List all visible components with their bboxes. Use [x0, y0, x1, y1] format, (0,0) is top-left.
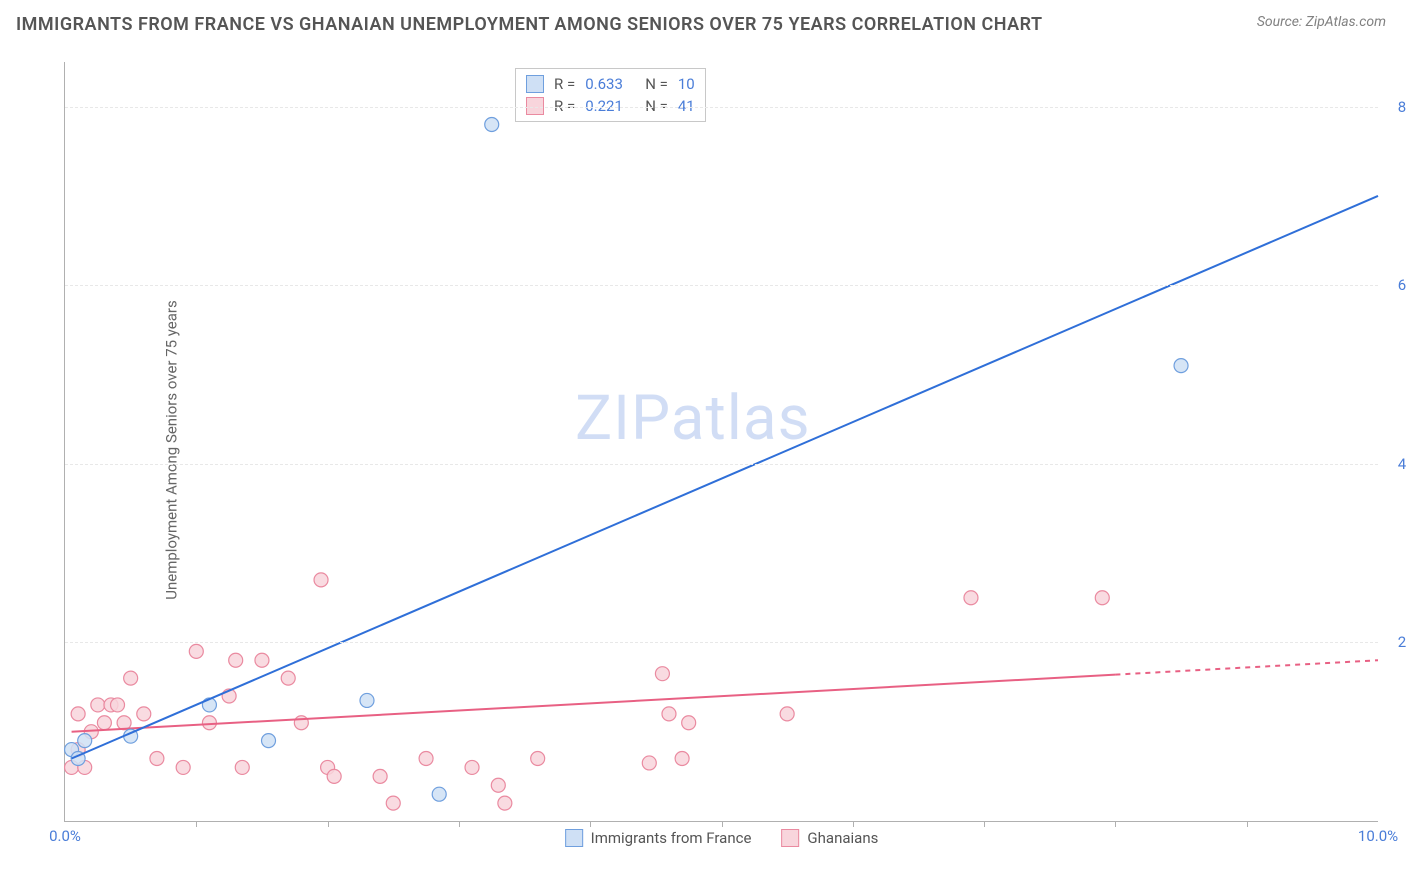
point-ghana [176, 760, 190, 774]
point-ghana [780, 707, 794, 721]
xtick [984, 821, 985, 827]
point-ghana [531, 751, 545, 765]
xtick [590, 821, 591, 827]
xtick [1247, 821, 1248, 827]
point-ghana [491, 778, 505, 792]
point-ghana [137, 707, 151, 721]
x-legend-ghana: Ghanaians [781, 829, 878, 847]
point-france [78, 734, 92, 748]
point-ghana [373, 769, 387, 783]
gridline [65, 464, 1378, 465]
scatter-svg [65, 62, 1378, 821]
point-ghana [202, 716, 216, 730]
xtick-label: 0.0% [49, 827, 81, 845]
series-label-ghana: Ghanaians [807, 829, 878, 847]
ytick-label: 40.0% [1398, 455, 1406, 473]
xtick [459, 821, 460, 827]
point-ghana [150, 751, 164, 765]
point-ghana [642, 756, 656, 770]
point-ghana [71, 707, 85, 721]
xtick [722, 821, 723, 827]
point-ghana [419, 751, 433, 765]
point-ghana [97, 716, 111, 730]
point-ghana [1095, 591, 1109, 605]
point-ghana [229, 653, 243, 667]
point-france [432, 787, 446, 801]
point-ghana [281, 671, 295, 685]
plot-container: Unemployment Among Seniors over 75 years… [50, 50, 1390, 850]
point-ghana [111, 698, 125, 712]
point-ghana [255, 653, 269, 667]
xtick [328, 821, 329, 827]
ytick-label: 60.0% [1398, 276, 1406, 294]
chart-title: IMMIGRANTS FROM FRANCE VS GHANAIAN UNEMP… [16, 14, 1043, 35]
xtick [196, 821, 197, 827]
point-ghana [465, 760, 479, 774]
plot-area: ZIPatlas R = 0.633 N = 10 R = 0.221 N = … [64, 62, 1378, 822]
point-ghana [662, 707, 676, 721]
point-france [360, 693, 374, 707]
point-ghana [124, 671, 138, 685]
source-attribution: Source: ZipAtlas.com [1257, 14, 1386, 30]
xtick [853, 821, 854, 827]
point-ghana [675, 751, 689, 765]
point-france [262, 734, 276, 748]
point-ghana [386, 796, 400, 810]
point-ghana [964, 591, 978, 605]
point-ghana [327, 769, 341, 783]
gridline [65, 107, 1378, 108]
series-label-france: Immigrants from France [591, 829, 752, 847]
xtick [1115, 821, 1116, 827]
point-ghana [235, 760, 249, 774]
point-france [1174, 359, 1188, 373]
trendline-ghana-dashed [1115, 660, 1378, 674]
ytick-label: 20.0% [1398, 633, 1406, 651]
point-ghana [314, 573, 328, 587]
point-ghana [682, 716, 696, 730]
ytick-label: 80.0% [1398, 98, 1406, 116]
point-ghana [189, 644, 203, 658]
x-legend-france: Immigrants from France [565, 829, 752, 847]
point-france [485, 118, 499, 132]
xtick-label: 10.0% [1358, 827, 1398, 845]
x-axis-legend: Immigrants from France Ghanaians [557, 829, 887, 847]
point-ghana [498, 796, 512, 810]
swatch-france-x [565, 829, 583, 847]
trendline-france [72, 196, 1378, 759]
gridline [65, 285, 1378, 286]
swatch-ghana-x [781, 829, 799, 847]
point-ghana [655, 667, 669, 681]
point-ghana [91, 698, 105, 712]
gridline [65, 642, 1378, 643]
